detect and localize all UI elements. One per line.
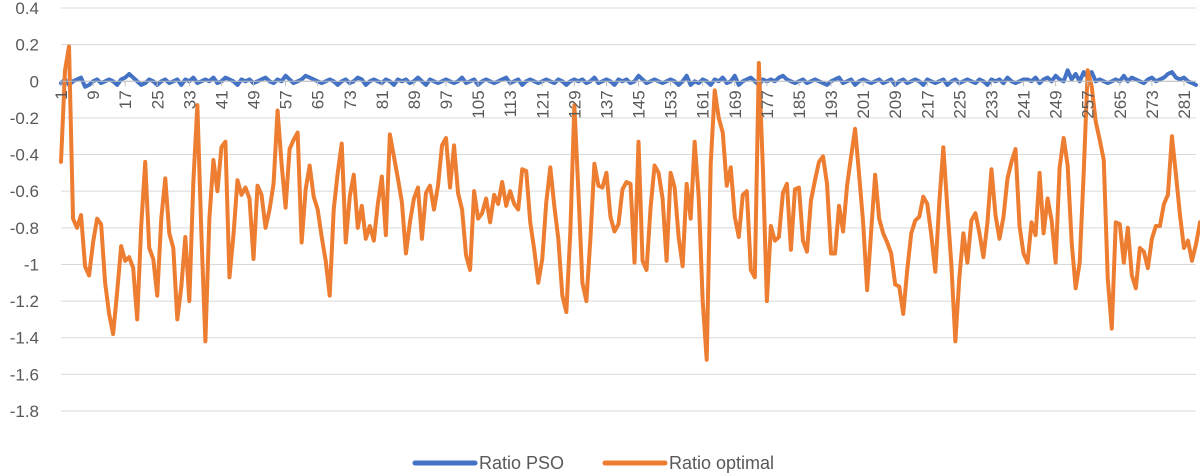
y-tick-label: -1.6 [10,365,39,384]
x-tick-label: 281 [1175,90,1194,118]
x-tick-label: 241 [1015,90,1034,118]
x-tick-label: 161 [694,90,713,118]
y-tick-label: 0 [30,72,39,91]
legend-item-ratio-optimal: Ratio optimal [602,453,774,473]
x-tick-label: 249 [1047,90,1066,118]
x-tick-label: 145 [630,90,649,118]
y-axis-tick-labels: 0.4 0.2 0 -0.2 -0.4 -0.6 -0.8 -1 -1.2 -1.4 -1.6 -1.… [10,0,39,421]
y-tick-label: 0.2 [15,36,39,55]
x-tick-label: 25 [148,90,167,109]
y-tick-label: -0.6 [10,182,39,201]
x-tick-label: 169 [726,90,745,118]
x-tick-label: 273 [1143,90,1162,118]
x-tick-label: 49 [245,90,264,109]
x-tick-label: 41 [212,90,231,109]
x-tick-label: 17 [116,90,135,109]
y-tick-label: 0.4 [15,0,39,18]
x-tick-label: 217 [918,90,937,118]
legend-label: Ratio PSO [479,453,564,473]
x-tick-label: 97 [437,90,456,109]
x-tick-label: 225 [950,90,969,118]
y-tick-label: -0.4 [10,146,39,165]
x-tick-label: 201 [854,90,873,118]
x-tick-label: 185 [790,90,809,118]
x-tick-label: 209 [886,90,905,118]
x-tick-label: 113 [501,90,520,117]
x-tick-label: 129 [565,90,584,118]
y-tick-label: -1.4 [10,329,39,348]
x-tick-label: 33 [180,90,199,109]
y-tick-label: -1.2 [10,292,39,311]
legend: Ratio PSO Ratio optimal [412,453,774,473]
legend-label: Ratio optimal [669,453,774,473]
y-tick-label: -0.2 [10,109,39,128]
x-tick-label: 1 [52,90,71,99]
series-line-ratio-pso [59,68,1198,89]
x-tick-label: 233 [982,90,1001,118]
x-tick-label: 81 [373,90,392,109]
x-tick-label: 177 [758,90,777,118]
x-tick-label: 65 [309,90,328,109]
x-tick-label: 153 [662,90,681,118]
x-tick-label: 193 [822,90,841,118]
x-tick-label: 57 [277,90,296,109]
gridlines [61,7,1196,412]
y-tick-label: -1 [24,255,39,274]
series-line-ratio-optimal [59,44,1200,362]
y-tick-label: -0.8 [10,219,39,238]
x-tick-label: 265 [1111,90,1130,118]
x-tick-label: 105 [469,90,488,118]
x-tick-label: 89 [405,90,424,109]
legend-item-ratio-pso: Ratio PSO [412,453,564,473]
x-tick-label: 257 [1079,90,1098,118]
x-tick-label: 121 [533,90,552,118]
x-tick-label: 73 [341,90,360,109]
x-tick-label: 137 [597,90,616,118]
x-axis: 1 9 17 25 33 41 49 57 65 73 81 89 97 105 113 121 129 137 1… [52,80,1196,119]
x-tick-label: 9 [84,90,103,99]
y-tick-label: -1.8 [10,402,39,421]
